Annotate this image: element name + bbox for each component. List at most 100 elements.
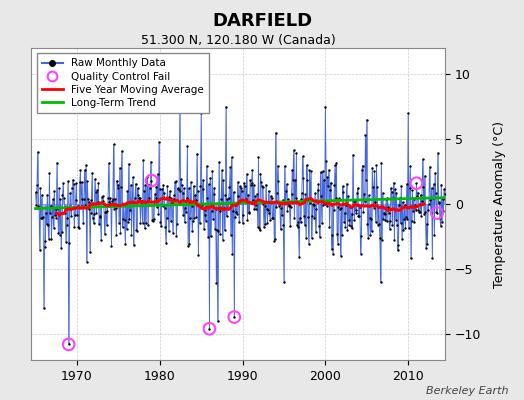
Point <box>88 170 96 176</box>
Point <box>172 233 181 240</box>
Point <box>288 167 297 173</box>
Point <box>346 203 354 210</box>
Point <box>134 192 143 198</box>
Point <box>125 216 134 222</box>
Point <box>308 213 316 219</box>
Point <box>101 230 109 237</box>
Point <box>265 188 273 194</box>
Point <box>212 206 220 212</box>
Point <box>365 215 374 222</box>
Point <box>180 219 189 225</box>
Point <box>363 221 372 228</box>
Point <box>104 195 112 202</box>
Point <box>430 181 438 187</box>
Point <box>367 228 376 234</box>
Point <box>134 185 142 192</box>
Point <box>105 199 114 205</box>
Point <box>75 178 84 185</box>
Point <box>378 190 387 196</box>
Point <box>119 202 128 208</box>
Point <box>265 210 274 216</box>
Point <box>300 222 309 228</box>
Point <box>311 190 319 196</box>
Point <box>186 215 194 222</box>
Point <box>256 170 265 177</box>
Point <box>147 178 156 184</box>
Point <box>204 181 213 188</box>
Point <box>326 187 334 193</box>
Point <box>247 180 256 186</box>
Point <box>112 205 120 211</box>
Point <box>407 255 415 262</box>
Point <box>92 210 101 216</box>
Point <box>227 154 236 161</box>
Point <box>274 177 282 184</box>
Point <box>102 209 110 215</box>
Point <box>86 249 94 256</box>
Point <box>91 176 99 182</box>
Point <box>36 185 45 191</box>
Point <box>71 196 80 203</box>
Point <box>286 223 294 229</box>
Point <box>151 194 160 201</box>
Point <box>419 184 428 190</box>
Point <box>402 214 410 220</box>
Point <box>433 210 441 216</box>
Point <box>156 186 164 192</box>
Point <box>318 220 326 227</box>
Point <box>367 216 375 222</box>
Point <box>261 220 269 227</box>
Point <box>182 209 190 215</box>
Point <box>437 181 445 188</box>
Text: Berkeley Earth: Berkeley Earth <box>426 386 508 396</box>
Point <box>411 202 419 208</box>
Point <box>118 224 127 230</box>
Point <box>326 180 335 186</box>
Point <box>138 220 147 226</box>
Point <box>354 213 363 220</box>
Point <box>38 215 47 222</box>
Point <box>143 174 151 180</box>
Point <box>254 154 263 160</box>
Point <box>81 202 90 208</box>
Point <box>147 178 156 184</box>
Point <box>418 197 426 204</box>
Point <box>251 193 259 200</box>
Point <box>95 221 103 227</box>
Point <box>117 148 126 154</box>
Point <box>80 196 88 202</box>
Point <box>395 202 403 208</box>
Point <box>110 205 118 212</box>
Point <box>258 183 266 189</box>
Point <box>422 245 430 252</box>
Point <box>248 167 256 173</box>
Point <box>334 241 342 247</box>
Point <box>291 177 299 184</box>
Point <box>106 200 115 207</box>
Point <box>302 235 310 242</box>
Point <box>108 198 116 204</box>
Point <box>385 226 394 232</box>
Point <box>141 182 149 188</box>
Point <box>380 211 389 218</box>
Point <box>165 228 173 234</box>
Point <box>329 250 337 257</box>
Point <box>75 225 83 231</box>
Point <box>195 200 203 207</box>
Point <box>222 103 230 110</box>
Point <box>387 189 396 196</box>
Point <box>95 212 104 219</box>
Point <box>162 240 170 246</box>
Point <box>392 189 401 196</box>
Point <box>184 185 193 191</box>
Point <box>383 194 391 201</box>
Point <box>184 242 192 249</box>
Point <box>68 184 77 191</box>
Point <box>99 197 107 204</box>
Point <box>287 204 295 210</box>
Point <box>90 210 99 217</box>
Point <box>306 200 314 206</box>
Point <box>220 204 228 211</box>
Point <box>119 216 127 222</box>
Point <box>319 168 327 174</box>
